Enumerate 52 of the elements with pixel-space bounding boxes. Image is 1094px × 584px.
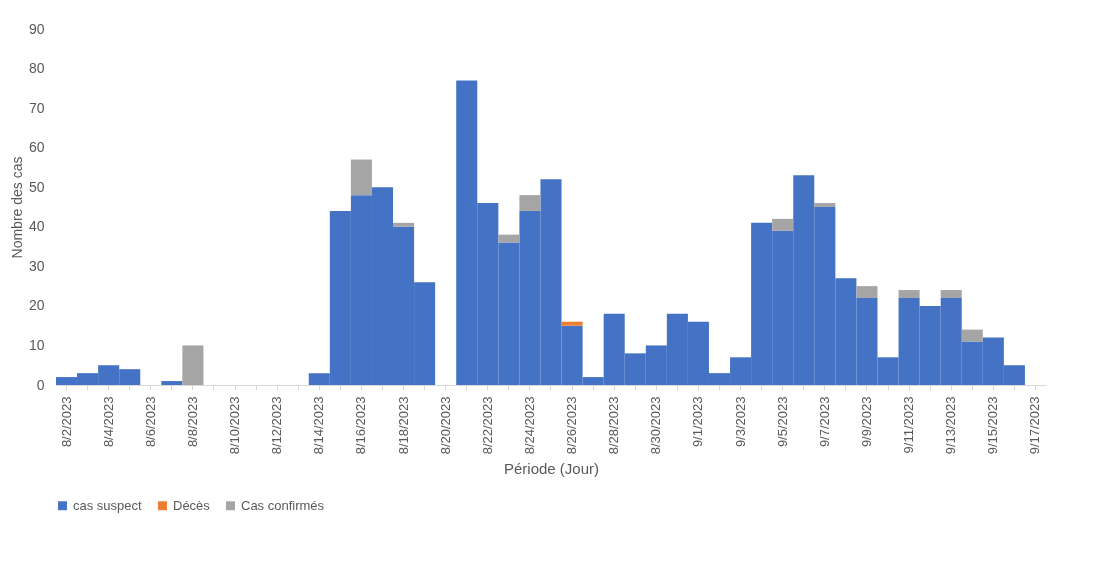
x-tick-label: 8/22/2023 — [479, 396, 495, 455]
bar — [898, 290, 920, 298]
bar — [940, 290, 962, 298]
x-tick-label: 8/8/2023 — [184, 396, 200, 448]
x-tick-label: 8/4/2023 — [100, 396, 116, 448]
y-tick-label: 0 — [36, 376, 45, 393]
bar — [350, 159, 372, 196]
y-tick-label: 50 — [28, 178, 45, 195]
legend-label: Cas confirmés — [241, 497, 325, 513]
y-tick-label: 40 — [28, 218, 45, 235]
x-tick-label: 9/17/2023 — [1027, 396, 1043, 455]
x-tick-label: 8/6/2023 — [142, 396, 158, 448]
y-tick-label: 80 — [28, 60, 45, 77]
x-tick-label: 9/11/2023 — [901, 396, 917, 454]
x-tick-label: 9/5/2023 — [774, 396, 790, 448]
y-tick-label: 60 — [28, 139, 45, 156]
y-tick-label: 90 — [28, 20, 45, 37]
x-tick-label: 9/1/2023 — [690, 396, 706, 448]
x-tick-label: 8/24/2023 — [521, 396, 537, 455]
legend-label: cas suspect — [73, 497, 143, 513]
bar — [961, 329, 983, 342]
x-tick-label: 9/7/2023 — [816, 396, 832, 448]
x-tick-label: 8/28/2023 — [606, 396, 622, 455]
x-tick-label: 8/2/2023 — [58, 396, 74, 448]
x-tick-label: 8/20/2023 — [437, 396, 453, 455]
bar — [814, 203, 836, 207]
bar — [561, 321, 583, 326]
y-tick-label: 70 — [28, 99, 45, 116]
bar — [393, 222, 415, 227]
x-axis-title: Période (Jour) — [503, 460, 600, 478]
x-tick-label: 9/15/2023 — [985, 396, 1001, 455]
bar — [182, 345, 204, 385]
y-tick-label: 10 — [28, 336, 45, 353]
x-tick-label: 9/3/2023 — [732, 396, 748, 448]
bar — [498, 234, 520, 243]
x-tick-label: 8/26/2023 — [564, 396, 580, 455]
x-tick-label: 8/16/2023 — [353, 396, 369, 455]
y-axis-title: Nombre des cas — [8, 156, 25, 259]
x-tick-label: 8/18/2023 — [395, 396, 411, 455]
y-tick-label: 30 — [28, 257, 45, 274]
bar — [161, 381, 183, 385]
x-tick-label: 8/30/2023 — [648, 396, 664, 455]
x-tick-label: 8/12/2023 — [269, 396, 285, 455]
legend-label: Décès — [173, 497, 211, 513]
bar — [772, 218, 794, 231]
bar — [519, 195, 541, 211]
x-tick-label: 8/14/2023 — [311, 396, 327, 455]
x-tick-label: 9/13/2023 — [943, 396, 959, 455]
x-tick-label: 8/10/2023 — [227, 396, 243, 455]
x-tick-label: 9/9/2023 — [858, 396, 874, 448]
y-tick-label: 20 — [28, 297, 45, 314]
bar — [856, 286, 878, 298]
